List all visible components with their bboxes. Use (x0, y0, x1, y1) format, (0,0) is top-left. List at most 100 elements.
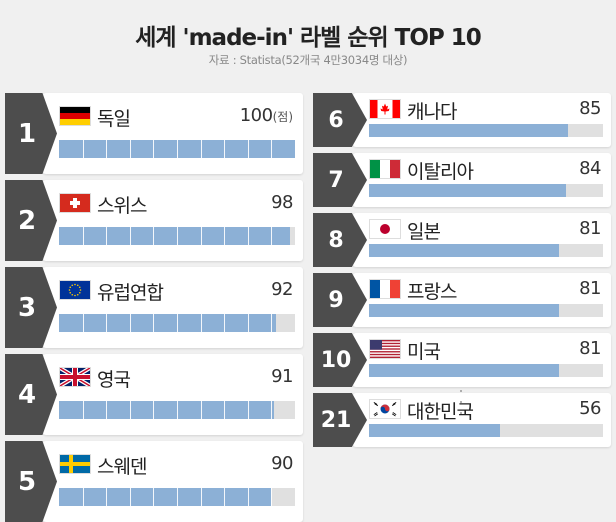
score-bar (59, 401, 274, 419)
ranking-row: 스위스 98 2 (5, 180, 303, 261)
chart-subtitle: 자료 : Statista(52개국 4만3034명 대상) (208, 53, 408, 67)
bar-grid-line (271, 140, 273, 158)
germany-flag-icon (59, 106, 91, 126)
ranking-card: 독일 100(점) (43, 93, 303, 174)
bar-grid-line (271, 401, 273, 419)
bar-track (369, 424, 603, 437)
bar-track (59, 227, 295, 245)
bar-grid-line (224, 314, 226, 332)
bar-grid-line (153, 140, 155, 158)
bar-grid-line (129, 140, 131, 158)
ranking-card: 이탈리아 84 (353, 153, 611, 207)
bar-grid-line (177, 401, 178, 419)
bar-grid-line (271, 227, 273, 245)
score-value: 81 (579, 218, 601, 239)
bar-grid-line (247, 488, 249, 506)
bar-track (369, 364, 603, 377)
bar-grid-line (247, 227, 249, 245)
bar-grid-line (153, 401, 155, 419)
bar-grid-line (200, 314, 202, 332)
chart-title: 세계 'made-in' 라벨 순위 TOP 10 (135, 25, 482, 51)
bar-track (59, 314, 295, 332)
ranking-card: 미국 81 (353, 333, 611, 387)
bar-grid-line (177, 314, 178, 332)
sweden-flag-icon (59, 454, 91, 474)
ranking-card: 대한민국 56 (353, 393, 611, 447)
bar-grid-line (129, 227, 131, 245)
bar-grid-line (82, 314, 84, 332)
bar-grid-line (224, 140, 226, 158)
bar-grid-line (82, 488, 84, 506)
bar-grid-line (106, 314, 108, 332)
score-value: 90 (271, 453, 293, 474)
ranking-row: 유럽연합 92 3 (5, 267, 303, 348)
bar-grid-line (153, 488, 155, 506)
bar-grid-line (177, 227, 178, 245)
ranking-card: 캐나다 85 (353, 93, 611, 147)
country-label: 프랑스 (407, 281, 457, 303)
bar-grid-line (82, 227, 84, 245)
ranking-card: 일본 81 (353, 213, 611, 267)
bar-grid-line (271, 314, 273, 332)
ranking-row: 이탈리아 84 7 (313, 153, 611, 207)
score-value: 84 (579, 158, 601, 179)
score-bar (369, 124, 568, 137)
bar-grid-line (200, 401, 202, 419)
score-bar (369, 364, 559, 377)
score-value: 92 (271, 279, 293, 300)
ranking-card: 영국 91 (43, 354, 303, 435)
korea-flag-icon (369, 399, 401, 419)
bar-track (369, 304, 603, 317)
country-label: 영국 (97, 369, 131, 391)
country-label: 미국 (407, 341, 441, 363)
score-bar (369, 184, 566, 197)
bar-track (369, 244, 603, 257)
usa-flag-icon (369, 339, 401, 359)
ranking-row: 스웨덴 90 5 (5, 441, 303, 522)
rank-badge: 10 (313, 333, 367, 387)
bar-grid-line (129, 314, 131, 332)
ranking-row: 독일 100(점) 1 (5, 93, 303, 174)
ranking-card: 프랑스 81 (353, 273, 611, 327)
ranking-card: 스위스 98 (43, 180, 303, 261)
ranking-row: 프랑스 81 9 (313, 273, 611, 327)
bar-grid-line (129, 488, 131, 506)
score-bar (59, 314, 277, 332)
ranking-row: 영국 91 4 (5, 354, 303, 435)
ranking-row: 일본 81 8 (313, 213, 611, 267)
switzerland-flag-icon (59, 193, 91, 213)
score-value: 98 (271, 192, 293, 213)
canada-flag-icon (369, 99, 401, 119)
ranking-card: 유럽연합 92 (43, 267, 303, 348)
bar-grid-line (200, 140, 202, 158)
score-bar (59, 488, 272, 506)
ranking-row: 미국 81 10 (313, 333, 611, 387)
ranking-row: 대한민국 56 21 (313, 393, 611, 447)
country-label: 일본 (407, 221, 441, 243)
bar-track (369, 124, 603, 137)
japan-flag-icon (369, 219, 401, 239)
bar-grid-line (82, 401, 84, 419)
bar-grid-line (271, 488, 273, 506)
score-value: 81 (579, 278, 601, 299)
country-label: 스위스 (97, 195, 147, 217)
country-label: 이탈리아 (407, 161, 474, 183)
score-bar (369, 244, 559, 257)
france-flag-icon (369, 279, 401, 299)
ranking-card: 스웨덴 90 (43, 441, 303, 522)
uk-flag-icon (59, 367, 91, 387)
bar-grid-line (106, 227, 108, 245)
bar-grid-line (247, 314, 249, 332)
score-bar (59, 227, 291, 245)
bar-track (59, 488, 295, 506)
bar-grid-line (177, 140, 178, 158)
ellipsis-dots (455, 390, 467, 414)
bar-grid-line (153, 314, 155, 332)
score-bar (369, 304, 559, 317)
score-value: 100(점) (239, 105, 293, 126)
country-label: 유럽연합 (97, 282, 164, 304)
bar-grid-line (224, 401, 226, 419)
bar-grid-line (82, 140, 84, 158)
italy-flag-icon (369, 159, 401, 179)
score-value: 81 (579, 338, 601, 359)
